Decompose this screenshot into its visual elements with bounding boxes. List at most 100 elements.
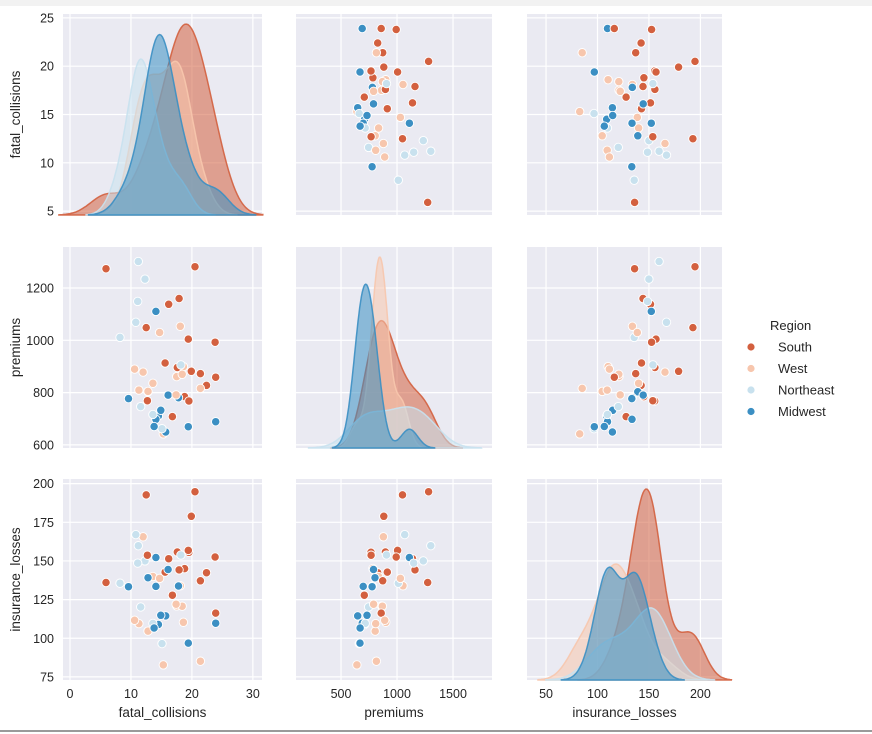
point-south [673,366,684,376]
point-south [621,92,631,102]
point-west [398,79,408,90]
point-south [651,67,661,77]
point-west [371,48,382,58]
x-tick-label: 200 [690,687,711,701]
point-south [164,554,174,564]
point-south [688,322,698,333]
point-south [183,334,193,344]
point-west [614,76,624,87]
point-midwest [183,422,193,432]
point-midwest [355,121,365,131]
point-midwest [358,581,368,592]
point-south [359,92,369,102]
point-northeast [629,175,639,185]
point-midwest [355,623,365,633]
point-south [101,264,111,274]
y-tick-label: 125 [33,593,54,607]
point-midwest [404,118,415,128]
point-northeast [418,135,428,146]
point-northeast [115,332,125,343]
x-axis-label: insurance_losses [572,705,677,720]
point-northeast [644,274,654,284]
y-axis-label: insurance_losses [8,527,23,632]
point-south [391,24,401,35]
y-tick-label: 75 [40,670,54,684]
point-west [138,367,148,377]
point-west [368,86,379,96]
legend-marker-midwest [746,407,756,416]
point-south [631,48,641,58]
point-south [636,358,647,368]
point-west [195,656,206,666]
point-midwest [627,162,637,172]
point-northeast [642,147,653,157]
y-axis-label: premiums [8,318,23,378]
x-tick-label: 150 [639,687,660,701]
point-midwest [163,390,173,400]
point-midwest [638,99,648,109]
point-south [609,23,619,34]
point-northeast [131,317,141,327]
point-south [366,66,376,76]
point-south [174,565,184,575]
y-tick-label: 5 [47,205,54,219]
point-northeast [176,550,186,560]
kde-midwest [331,283,436,449]
point-west [143,386,153,397]
point-south [631,368,641,379]
point-south [639,73,649,83]
point-south [407,98,418,108]
point-west [604,152,615,162]
point-west [178,617,189,627]
point-south [186,511,196,521]
point-northeast [642,296,653,307]
point-northeast [661,317,672,327]
y-tick-label: 20 [40,60,54,74]
point-west [171,599,181,609]
point-midwest [627,118,637,128]
point-midwest [353,611,363,621]
point-northeast [589,108,599,119]
kde-midwest [560,566,685,681]
point-midwest [143,573,153,583]
panel-fatal_collisions-vs-insurance_losses [527,14,722,215]
point-west [371,618,381,629]
point-south [201,568,212,578]
x-tick-label: 100 [587,687,608,701]
point-west [577,383,587,394]
point-northeast [661,150,672,160]
point-west [177,369,187,379]
point-west [380,152,390,162]
point-midwest [149,421,159,432]
point-west [175,321,185,331]
point-south [167,590,178,600]
point-south [379,62,389,72]
point-south [210,552,220,562]
point-midwest [149,623,159,633]
point-midwest [627,414,637,424]
point-northeast [131,529,141,540]
point-midwest [355,638,365,648]
legend-marker-west [746,364,756,373]
point-south [195,576,206,586]
point-west [352,660,362,670]
legend: Region South West Northeast Midwest [746,318,835,419]
point-south [690,262,700,272]
point-northeast [115,578,125,588]
point-midwest [151,306,161,317]
point-south [629,264,640,274]
point-midwest [173,581,184,591]
point-northeast [426,541,436,551]
point-midwest [156,610,166,620]
point-south [688,134,698,144]
window-top-strip [0,0,872,6]
point-midwest [355,67,365,77]
point-midwest [633,131,643,141]
point-northeast [176,360,186,370]
point-northeast [136,401,146,412]
point-northeast [418,556,428,566]
point-northeast [409,558,419,568]
point-south [673,62,684,72]
y-tick-label: 1000 [26,334,54,348]
